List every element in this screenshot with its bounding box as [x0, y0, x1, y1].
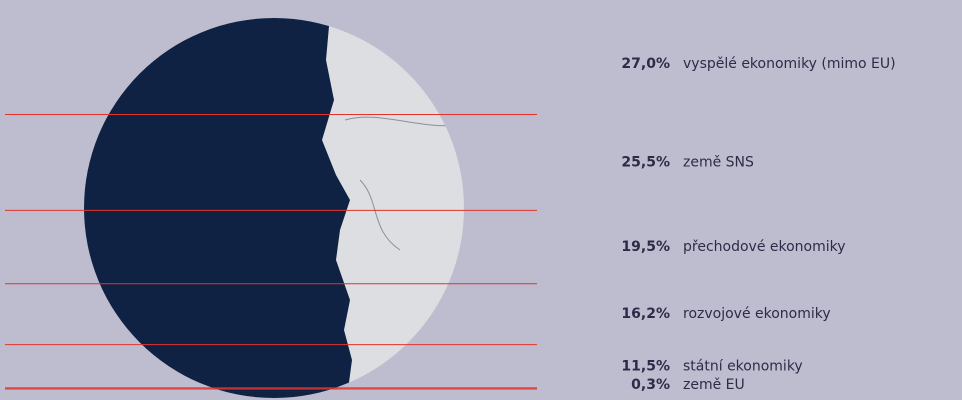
- category-label: rozvojové ekonomiky: [683, 306, 831, 322]
- category-label: země SNS: [683, 154, 754, 170]
- value-label: 19,5%: [621, 239, 670, 255]
- value-label: 25,5%: [621, 154, 670, 170]
- value-label: 0,3%: [631, 377, 670, 393]
- value-label: 27,0%: [621, 56, 670, 72]
- category-label: vyspělé ekonomiky (mimo EU): [683, 56, 896, 72]
- value-label: 16,2%: [621, 306, 670, 322]
- category-label: přechodové ekonomiky: [683, 239, 846, 255]
- value-label: 11,5%: [621, 358, 670, 374]
- globe-image: [84, 18, 464, 398]
- category-label: země EU: [683, 377, 745, 393]
- category-label: státní ekonomiky: [683, 358, 803, 374]
